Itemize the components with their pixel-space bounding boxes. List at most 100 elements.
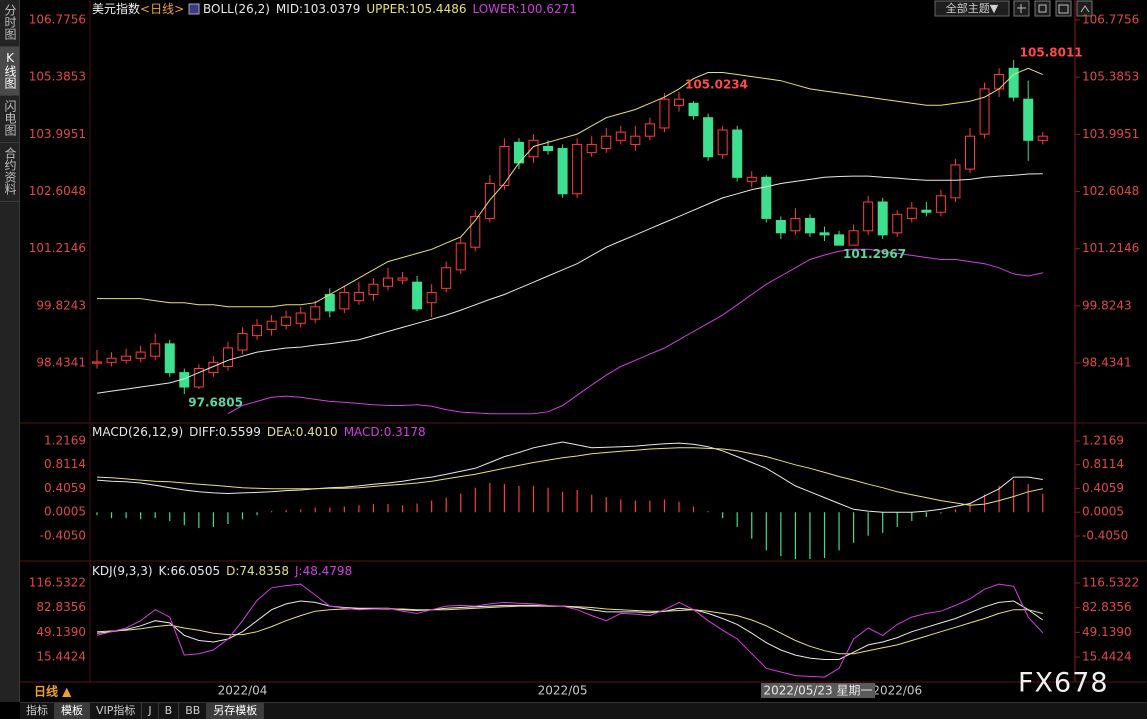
candle-body	[572, 143, 583, 195]
cursor-date: 2022/05/23 星期一	[761, 683, 875, 698]
bottom-tab[interactable]: VIP指标	[90, 703, 143, 719]
candle-body	[310, 306, 321, 320]
sidebar-tab[interactable]: 分时图	[0, 0, 19, 47]
legend-entry: LOWER:100.6271	[472, 2, 576, 16]
bottom-tab[interactable]: 另存模板	[207, 703, 265, 719]
candle-body	[193, 368, 204, 388]
indicator-line	[96, 173, 1043, 394]
candle-body	[819, 232, 830, 236]
watermark: FX678	[1018, 668, 1109, 699]
candle-body	[703, 117, 714, 158]
candle-body	[950, 164, 961, 199]
legend-entry: UPPER:105.4486	[366, 2, 466, 16]
x-tick-label: 2022/05	[538, 684, 588, 698]
candle-body	[164, 343, 175, 374]
y-tick-label: 99.8243	[36, 298, 86, 312]
candle-body	[92, 361, 102, 364]
y-tick-label: 106.7756	[1082, 13, 1139, 27]
bottom-tab[interactable]: 模板	[55, 703, 90, 719]
candle-body	[383, 277, 393, 287]
candle-body	[586, 143, 597, 154]
legend-entry: D:74.8358	[226, 564, 289, 578]
candle-body	[790, 217, 801, 232]
theme-button-label[interactable]: 全部主题▼	[946, 1, 999, 15]
candle-body	[659, 98, 670, 129]
y-tick-label: 103.9951	[1082, 127, 1139, 141]
candle-body	[412, 281, 423, 310]
candle-body	[804, 217, 815, 234]
low-label: 101.2967	[843, 247, 906, 261]
sidebar-tab[interactable]: 闪电图	[0, 96, 19, 143]
y-tick-label: 101.2146	[29, 241, 86, 255]
indicator-line	[96, 583, 1044, 678]
icon-glyph	[1017, 4, 1090, 14]
y-tick-label: 49.1390	[1082, 625, 1132, 639]
y-tick-label: 106.7756	[29, 13, 86, 27]
legend-entry: J:48.4798	[294, 564, 352, 578]
bottom-tab[interactable]: BB	[179, 703, 208, 719]
y-tick-label: 0.4059	[44, 481, 86, 495]
candle-body	[135, 351, 146, 359]
y-tick-label: 0.0005	[1082, 505, 1124, 519]
candle-body	[455, 242, 466, 271]
y-tick-label: 98.4341	[36, 356, 86, 370]
candle-body	[150, 343, 161, 357]
period-button[interactable]: 日线 ▲	[34, 684, 72, 699]
candle-body	[906, 207, 917, 219]
indicator-line	[97, 67, 1043, 308]
bottom-tab[interactable]: B	[159, 703, 180, 719]
window-icon[interactable]	[1055, 0, 1072, 17]
cursor-date-label: 2022/05/23 星期一	[764, 684, 873, 698]
panel-header: KDJ(9,3,3) K:66.0505 D:74.8358 J:48.4798	[92, 564, 352, 578]
candle-body	[601, 135, 612, 150]
candle-body	[848, 230, 859, 246]
candle-body	[237, 333, 248, 351]
candle-body	[339, 291, 350, 310]
legend-entry: K:66.0505	[159, 564, 221, 578]
window-icon[interactable]	[1076, 0, 1093, 17]
candle-body	[775, 219, 786, 234]
bottom-tab[interactable]: J	[142, 703, 159, 719]
indicator-name: BOLL(26,2)	[203, 2, 270, 16]
panel-header: BOLL(26,2) MID:103.0379 UPPER:105.4486 LOWE…	[203, 2, 577, 16]
instrument-name: 美元指数	[92, 1, 140, 16]
y-tick-label: 105.3853	[1082, 70, 1139, 84]
y-tick-label: 116.5322	[1082, 576, 1139, 590]
candle-body	[106, 357, 117, 363]
window-icon[interactable]	[1034, 0, 1051, 17]
indicator-line	[96, 447, 1043, 506]
candle-body	[470, 215, 481, 248]
sidebar-tab[interactable]: 合约资料	[0, 143, 19, 202]
candle-body	[208, 361, 219, 374]
bottom-tab[interactable]: 指标	[20, 703, 55, 719]
indicator-line	[96, 605, 1043, 655]
candle-body	[222, 347, 233, 367]
candle-body	[528, 139, 539, 158]
candle-body	[281, 316, 292, 326]
period-name: <日线>	[140, 2, 184, 16]
sidebar-tab[interactable]: K线图	[0, 47, 19, 96]
theme-button[interactable]	[934, 0, 1010, 17]
cursor-date-box	[761, 683, 875, 698]
indicator-line	[96, 441, 1043, 513]
panel-title: 美元指数<日线>	[92, 1, 184, 16]
candle-body	[892, 213, 903, 234]
candle-body	[543, 145, 554, 152]
indicator-icon[interactable]	[188, 3, 200, 15]
indicator-name: KDJ(9,3,3)	[92, 564, 153, 578]
candle-body	[761, 176, 772, 219]
candle-body	[732, 129, 743, 178]
sidebar: 分时图 K线图 闪电图 合约资料	[0, 0, 20, 702]
y-tick-label: -0.4050	[1082, 528, 1128, 542]
candle-body	[1037, 135, 1048, 141]
legend-entry: MACD:0.3178	[344, 425, 426, 439]
candle-body	[368, 283, 379, 296]
candle-body	[426, 291, 437, 304]
candle-body	[877, 201, 888, 236]
candle-body	[935, 195, 946, 213]
candle-body	[834, 234, 845, 246]
indicator-line	[227, 248, 1043, 415]
candle-body	[1023, 98, 1034, 141]
candle-body	[1008, 67, 1019, 98]
